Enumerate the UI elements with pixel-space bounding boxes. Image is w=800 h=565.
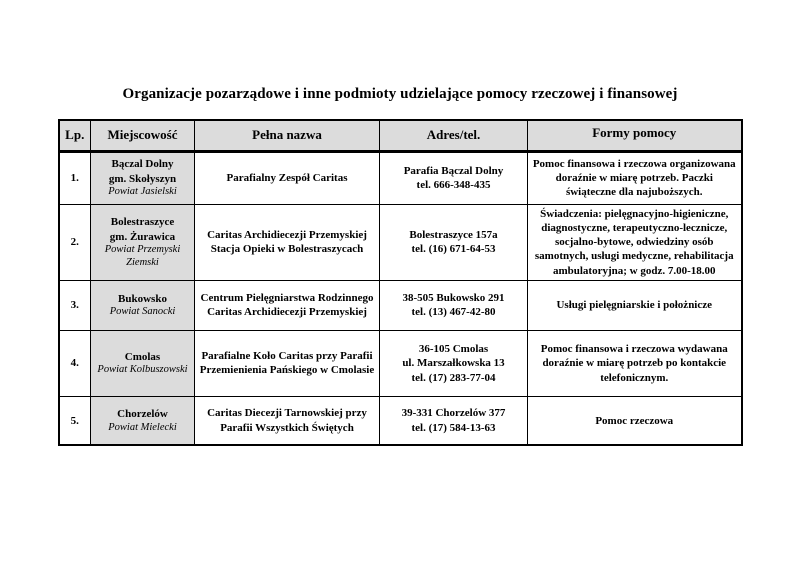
cell-forms: Pomoc rzeczowa bbox=[527, 395, 742, 446]
table-row: 3. Bukowsko Powiat Sanocki Centrum Pielę… bbox=[58, 279, 742, 331]
column-header-place: Miejscowość bbox=[90, 119, 195, 153]
cell-name: Parafialny Zespół Caritas bbox=[194, 150, 380, 205]
column-header-forms: Formy pomocy bbox=[527, 119, 742, 153]
column-header-lp: Lp. bbox=[58, 119, 91, 153]
cell-address: Bolestraszyce 157a tel. (16) 671-64-53 bbox=[379, 203, 528, 281]
cell-forms: Usługi pielęgniarskie i położnicze bbox=[527, 279, 742, 331]
powiat-label: Powiat Mielecki bbox=[108, 421, 177, 433]
place-lines: Chorzelów bbox=[117, 408, 168, 421]
cell-lp: 4. bbox=[58, 329, 91, 397]
cell-name: Parafialne Koło Caritas przy Parafii Prze… bbox=[194, 329, 380, 397]
column-header-address: Adres/tel. bbox=[379, 119, 528, 153]
column-header-name: Pełna nazwa bbox=[194, 119, 380, 153]
cell-place: Bukowsko Powiat Sanocki bbox=[90, 279, 195, 331]
cell-place: Bolestraszyce gm. Żurawica Powiat Przemys… bbox=[90, 203, 195, 281]
cell-address: 38-505 Bukowsko 291 tel. (13) 467-42-80 bbox=[379, 279, 528, 331]
cell-address: 39-331 Chorzelów 377 tel. (17) 584-13-63 bbox=[379, 395, 528, 446]
table-row: 2. Bolestraszyce gm. Żurawica Powiat Prze… bbox=[58, 203, 742, 281]
place-lines: Bukowsko bbox=[118, 293, 167, 306]
organizations-table: Lp. Miejscowość Pełna nazwa Adres/tel. F… bbox=[57, 119, 743, 447]
cell-name: Caritas Archidiecezji Przemyskiej Stacja … bbox=[194, 203, 380, 281]
place-lines: Bolestraszyce gm. Żurawica bbox=[109, 216, 176, 243]
table-row: 1. Bączal Dolny gm. Skołyszyn Powiat Jasi… bbox=[58, 150, 742, 205]
table-header-row: Lp. Miejscowość Pełna nazwa Adres/tel. F… bbox=[58, 119, 742, 153]
cell-place: Bączal Dolny gm. Skołyszyn Powiat Jasiels… bbox=[90, 150, 195, 205]
cell-lp: 3. bbox=[58, 279, 91, 331]
cell-forms: Świadczenia: pielęgnacyjno-higieniczne, … bbox=[527, 203, 742, 281]
cell-lp: 1. bbox=[58, 150, 91, 205]
cell-name: Centrum Pielęgniarstwa Rodzinnego Caritas… bbox=[194, 279, 380, 331]
place-lines: Bączal Dolny gm. Skołyszyn bbox=[108, 158, 177, 185]
powiat-label: Powiat Jasielski bbox=[108, 186, 177, 197]
table-row: 5. Chorzelów Powiat Mielecki Caritas Die… bbox=[58, 395, 742, 446]
place-lines: Cmolas bbox=[124, 351, 161, 364]
cell-lp: 2. bbox=[58, 203, 91, 281]
powiat-label: Powiat Przemyski Ziemski bbox=[104, 243, 181, 268]
cell-forms: Pomoc finansowa i rzeczowa organizowana … bbox=[527, 150, 742, 205]
cell-name: Caritas Diecezji Tarnowskiej przy Parafii… bbox=[194, 395, 380, 446]
cell-place: Chorzelów Powiat Mielecki bbox=[90, 395, 195, 446]
powiat-label: Powiat Sanocki bbox=[109, 306, 176, 318]
powiat-label: Powiat Kolbuszowski bbox=[97, 364, 188, 376]
table-row: 4. Cmolas Powiat Kolbuszowski Parafialne… bbox=[58, 329, 742, 397]
cell-forms: Pomoc finansowa i rzeczowa wydawana dora… bbox=[527, 329, 742, 397]
cell-address: Parafia Bączal Dolny tel. 666-348-435 bbox=[379, 150, 528, 205]
cell-lp: 5. bbox=[58, 395, 91, 446]
page-title: Organizacje pozarządowe i inne podmioty … bbox=[122, 86, 678, 102]
cell-place: Cmolas Powiat Kolbuszowski bbox=[90, 329, 195, 397]
cell-address: 36-105 Cmolas ul. Marszałkowska 13 tel. (1… bbox=[379, 329, 528, 397]
